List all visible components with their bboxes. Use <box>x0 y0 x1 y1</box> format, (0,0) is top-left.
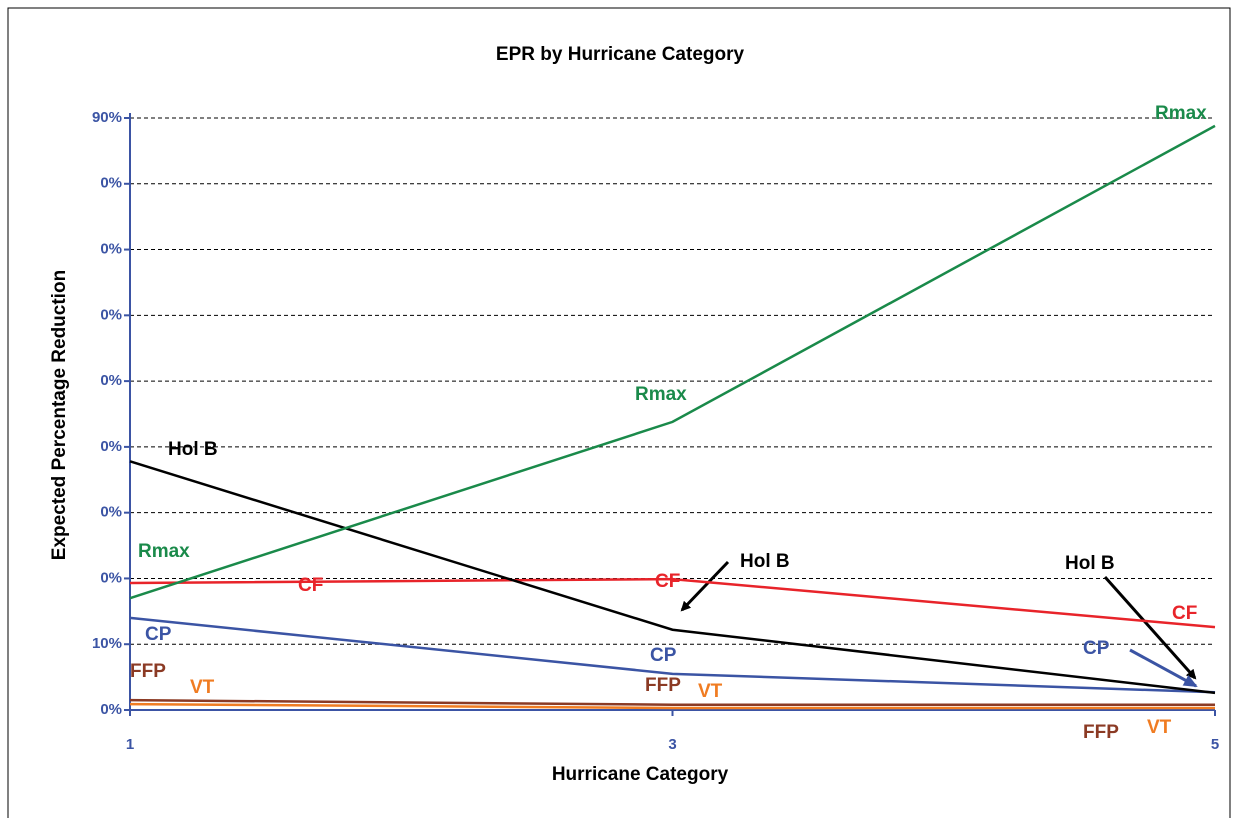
y-tick-label: 90% <box>92 109 122 126</box>
series-line <box>129 616 1216 694</box>
y-tick-label: 0% <box>100 701 122 718</box>
arrow <box>1103 576 1197 680</box>
series-line <box>129 702 1215 710</box>
y-tick-label: 0% <box>100 504 122 521</box>
y-tick-label: 0% <box>100 241 122 258</box>
line-label: CP <box>145 624 172 645</box>
chart-title: EPR by Hurricane Category <box>496 44 745 65</box>
series-line <box>129 124 1216 600</box>
line-label: Rmax <box>635 384 687 405</box>
series-line <box>129 577 1216 629</box>
line-label: FFP <box>645 675 681 696</box>
line-label: FFP <box>1083 722 1119 743</box>
x-tick-label: 5 <box>1211 736 1219 753</box>
line-label: CF <box>655 571 680 592</box>
frame <box>7 7 1231 818</box>
line-label: CF <box>298 575 323 596</box>
arrow <box>680 560 730 612</box>
line-label: Hol B <box>168 439 218 460</box>
line-label: CP <box>650 645 677 666</box>
y-tick-label: 0% <box>100 306 122 323</box>
line-label: Hol B <box>740 551 790 572</box>
line-label: VT <box>1147 717 1172 738</box>
line-label: Rmax <box>1155 103 1207 124</box>
line-label: VT <box>698 681 723 702</box>
y-tick-label: 0% <box>100 438 122 455</box>
y-tick-label: 0% <box>100 175 122 192</box>
line-label: Hol B <box>1065 553 1115 574</box>
line-label: CF <box>1172 603 1197 624</box>
series-line <box>129 698 1215 706</box>
line-label: CP <box>1083 638 1110 659</box>
line-label: VT <box>190 677 215 698</box>
line-label: Rmax <box>138 541 190 562</box>
series-line <box>129 460 1216 695</box>
y-axis-title: Expected Percentage Reduction <box>49 270 70 560</box>
y-tick-label: 0% <box>100 569 122 586</box>
line-label: FFP <box>130 661 166 682</box>
y-tick-label: 10% <box>92 635 122 652</box>
x-axis-title: Hurricane Category <box>552 764 729 785</box>
arrow <box>1129 648 1198 688</box>
y-tick-label: 0% <box>100 372 122 389</box>
x-tick-label: 3 <box>668 736 676 753</box>
x-tick-label: 1 <box>126 736 134 753</box>
